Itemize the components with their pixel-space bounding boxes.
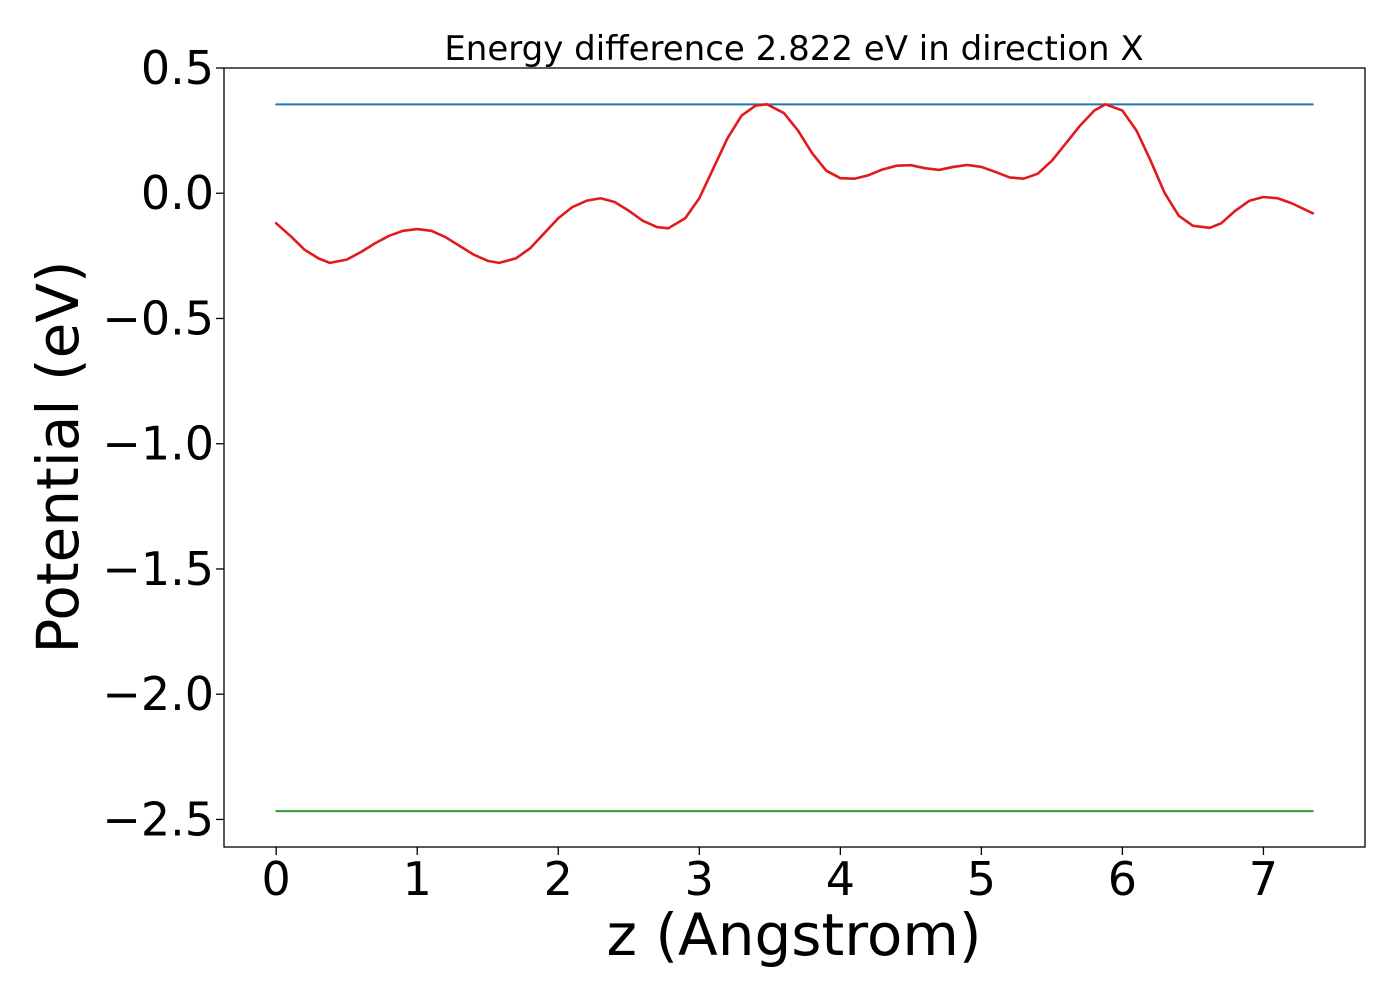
y-tick-label: −1.5 [102, 542, 214, 596]
x-tick-label: 5 [967, 852, 996, 906]
chart-title: Energy difference 2.822 eV in direction … [444, 29, 1143, 69]
y-tick-label: −0.5 [102, 291, 214, 345]
red-potential-curve [274, 103, 1315, 265]
x-tick-label: 1 [403, 852, 432, 906]
y-tick-label: −2.5 [102, 792, 214, 846]
y-tick-label: −1.0 [102, 417, 214, 471]
x-tick-label: 0 [262, 852, 291, 906]
plot-frame [223, 67, 1366, 848]
x-axis-title: z (Angstrom) [607, 901, 982, 969]
y-axis: 0.5 0.0 −0.5 −1.0 −1.5 −2.0 −2.5 [102, 41, 224, 846]
x-tick-label: 6 [1108, 852, 1137, 906]
x-axis: 0 1 2 3 4 5 6 7 [262, 847, 1278, 906]
y-axis-title: Potential (eV) [24, 260, 92, 653]
x-tick-label: 3 [685, 852, 714, 906]
x-tick-label: 4 [826, 852, 855, 906]
x-tick-label: 7 [1249, 852, 1278, 906]
y-tick-label: 0.0 [141, 166, 214, 220]
y-tick-label: −2.0 [102, 667, 214, 721]
plot-lines [274, 103, 1315, 813]
x-tick-label: 2 [544, 852, 573, 906]
y-tick-label: 0.5 [141, 41, 214, 95]
